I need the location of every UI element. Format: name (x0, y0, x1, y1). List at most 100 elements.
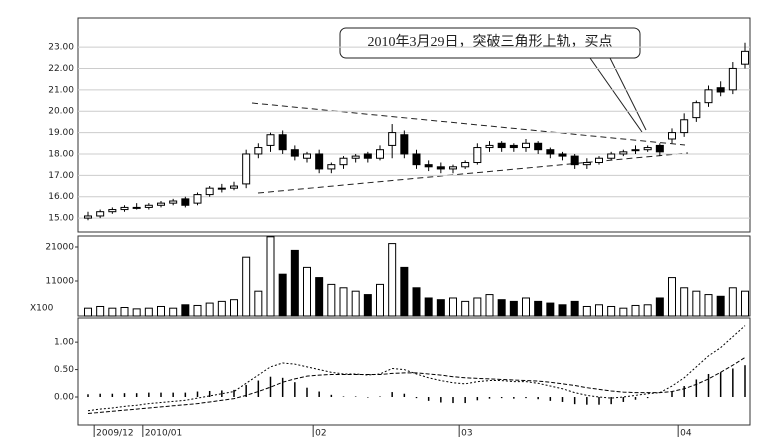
candle-body (607, 153, 616, 159)
candle-body (449, 166, 457, 170)
volume-bar (400, 266, 409, 317)
y-tick-label: 0.50 (54, 365, 74, 375)
volume-bar (704, 294, 713, 317)
candle-body (363, 153, 372, 159)
candle-body (193, 194, 202, 204)
candle-body (327, 164, 336, 170)
candle-body (84, 215, 92, 219)
candle-body (339, 157, 348, 166)
candle-body (388, 132, 397, 146)
volume-bar (193, 304, 202, 317)
volume-bar (242, 256, 251, 317)
volume-bar (144, 307, 153, 317)
candle-body (643, 147, 652, 151)
candle-body (144, 204, 153, 208)
dif-line (87, 325, 746, 412)
candle-body (242, 153, 251, 185)
candle-body (412, 153, 421, 166)
volume-bar (376, 283, 384, 317)
x-tick-label: 03 (461, 429, 472, 439)
triangle-lower (257, 152, 689, 194)
y-tick-label: 16.00 (48, 192, 74, 202)
volume-bar (132, 308, 141, 317)
candle-body (668, 132, 676, 140)
volume-bar (424, 297, 433, 317)
candle-body (424, 164, 433, 168)
y-tick-label: 11000 (45, 276, 74, 286)
volume-bar (339, 287, 348, 317)
y-tick-label: 23.00 (48, 43, 74, 53)
volume-bar (497, 299, 506, 317)
volume-bar (668, 277, 676, 317)
volume-bar (290, 249, 299, 317)
y-tick-label: 0.00 (54, 393, 74, 403)
candle-body (303, 153, 311, 159)
volume-bar (582, 305, 591, 317)
volume-bar (217, 300, 226, 317)
volume-bar (84, 307, 92, 317)
candle-body (619, 151, 628, 155)
volume-bar (96, 305, 105, 317)
volume-bar (558, 304, 567, 317)
annotation-box (339, 27, 641, 59)
volume-bar (388, 243, 397, 317)
candle-body (157, 202, 165, 206)
volume-bar (436, 299, 445, 317)
candle-body (595, 157, 603, 164)
candle-body (485, 144, 494, 149)
volume-bar (692, 290, 701, 317)
y-tick-label: 18.00 (48, 149, 74, 159)
volume-bar (485, 294, 494, 317)
candle-body (741, 50, 749, 65)
volume-bar (181, 304, 190, 317)
volume-bar (254, 290, 263, 317)
candle-body (290, 149, 299, 157)
unit-label: X100 (30, 304, 54, 314)
volume-bar (607, 305, 616, 317)
candle-body (96, 211, 105, 217)
volume-bar (169, 307, 178, 317)
volume-bar (315, 277, 324, 317)
candle-body (546, 149, 555, 155)
candle-body (716, 87, 725, 93)
volume-bar (680, 287, 689, 317)
candle-body (108, 209, 117, 213)
y-tick-label: 15.00 (48, 214, 74, 224)
volume-bar (570, 300, 579, 317)
candle-body (631, 149, 640, 152)
macd-panel (77, 317, 751, 426)
candle-body (692, 102, 701, 119)
candle-body (522, 142, 530, 149)
volume-bar (546, 302, 555, 317)
candle-body (132, 206, 141, 209)
candle-body (205, 187, 214, 196)
volume-bar (716, 295, 725, 317)
volume-bar (108, 307, 117, 317)
y-tick-label: 20.00 (48, 107, 74, 117)
candle-body (217, 187, 226, 190)
volume-bar (522, 297, 530, 317)
volume-bar (205, 302, 214, 317)
volume-bar (741, 290, 749, 317)
candle-body (558, 153, 567, 157)
y-tick-label: 17.00 (48, 171, 74, 181)
candle-body (230, 185, 238, 189)
candle-body (120, 206, 129, 211)
x-tick-label: 04 (680, 429, 692, 439)
triangle-upper (251, 102, 686, 146)
volume-bar (157, 305, 165, 317)
volume-bar (655, 297, 664, 317)
volume-bar (363, 294, 372, 317)
volume-bar (230, 299, 238, 317)
candle-body (461, 162, 470, 168)
candle-body (400, 134, 409, 155)
candle-body (169, 200, 178, 204)
volume-bar (728, 287, 737, 317)
candle-body (278, 134, 287, 151)
x-tick-label: 2010/01 (145, 429, 182, 439)
candle-body (534, 142, 543, 151)
candle-body (582, 162, 591, 166)
volume-bar (266, 236, 275, 317)
candle-body (704, 89, 713, 104)
